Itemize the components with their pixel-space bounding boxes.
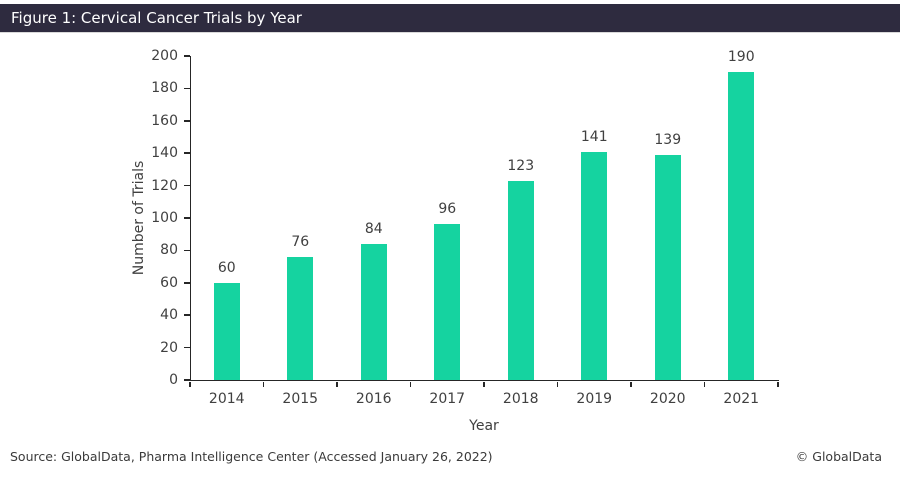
y-tick-label: 40	[160, 307, 178, 324]
bar-value-label: 141	[580, 128, 608, 145]
bar-2020	[654, 154, 681, 380]
y-tick-label: 20	[160, 339, 178, 356]
x-tick-label: 2017	[429, 391, 466, 407]
x-axis-title: Year	[469, 418, 499, 434]
y-tick-label: 100	[151, 210, 178, 226]
x-tick-mark	[409, 381, 412, 387]
bar-value-label: 139	[654, 131, 682, 148]
x-tick-mark	[777, 381, 779, 387]
x-tick-mark	[703, 381, 706, 387]
bar-value-label: 96	[438, 201, 457, 218]
x-tick-mark	[336, 381, 338, 387]
y-tick-mark	[184, 87, 190, 90]
y-tick-mark	[184, 55, 190, 57]
y-tick-label: 80	[160, 242, 178, 259]
y-tick-label: 140	[151, 145, 178, 162]
bar-value-label: 190	[727, 49, 755, 66]
bar-value-label: 60	[217, 259, 236, 276]
copyright-note: © GlobalData	[795, 449, 882, 464]
y-tick-mark	[184, 217, 190, 219]
bar-value-label: 76	[291, 233, 310, 250]
x-tick-mark	[483, 381, 485, 387]
plot-area	[190, 56, 779, 381]
bar-value-label: 84	[364, 220, 383, 237]
bar-2021	[728, 72, 755, 380]
bar-2017	[434, 224, 461, 380]
y-tick-mark	[184, 184, 190, 187]
y-tick-label: 0	[169, 372, 178, 388]
y-tick-mark	[184, 120, 190, 122]
y-tick-mark	[184, 152, 190, 154]
x-tick-label: 2018	[502, 391, 539, 407]
x-tick-mark	[189, 381, 191, 387]
y-tick-label: 160	[151, 112, 178, 129]
bar-2019	[581, 151, 608, 380]
y-tick-label: 60	[160, 274, 178, 291]
bar-2016	[360, 243, 387, 380]
x-tick-label: 2019	[576, 391, 613, 407]
y-tick-mark	[184, 249, 190, 252]
y-tick-mark	[184, 379, 190, 381]
y-tick-label: 120	[151, 177, 178, 194]
y-tick-mark	[184, 346, 190, 349]
y-tick-mark	[184, 314, 190, 316]
y-tick-mark	[184, 282, 190, 284]
x-tick-label: 2016	[355, 391, 392, 407]
bar-2015	[287, 256, 314, 380]
x-tick-label: 2020	[649, 391, 686, 407]
figure-title-bar: Figure 1: Cervical Cancer Trials by Year	[0, 4, 900, 33]
source-note: Source: GlobalData, Pharma Intelligence …	[10, 449, 493, 464]
y-tick-label: 180	[151, 80, 178, 97]
x-tick-label: 2021	[723, 391, 760, 407]
x-tick-mark	[630, 381, 632, 387]
bar-2014	[213, 282, 240, 380]
figure-title: Figure 1: Cervical Cancer Trials by Year	[11, 9, 302, 27]
bar-2018	[507, 180, 534, 380]
x-tick-label: 2015	[282, 391, 319, 407]
y-tick-label: 200	[151, 48, 178, 64]
bar-value-label: 123	[507, 157, 535, 174]
x-tick-label: 2014	[208, 391, 245, 407]
x-tick-mark	[262, 381, 265, 387]
x-tick-mark	[556, 381, 559, 387]
